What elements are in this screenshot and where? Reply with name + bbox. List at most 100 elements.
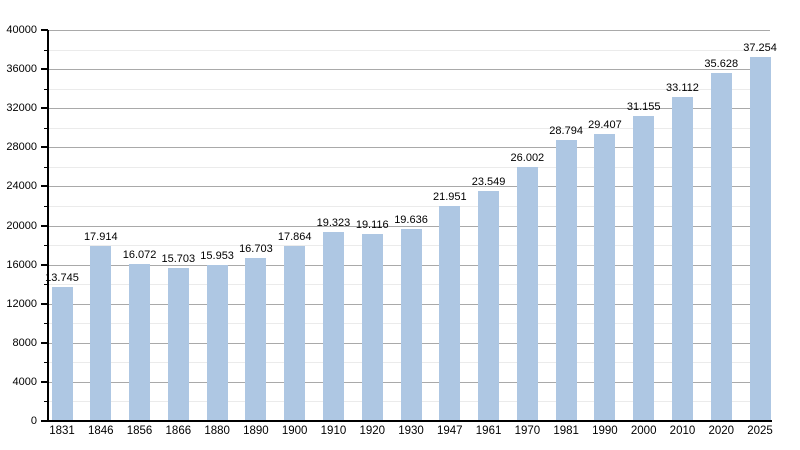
bar-1990 xyxy=(594,133,616,421)
x-axis-tick-label: 1970 xyxy=(514,425,541,437)
gridline-major xyxy=(48,186,770,188)
bar-1947 xyxy=(439,206,461,421)
y-axis-minor-tick xyxy=(44,323,48,325)
y-axis-major-tick xyxy=(41,341,48,344)
y-axis-tick-label: 0 xyxy=(30,415,37,427)
y-axis-minor-tick xyxy=(44,88,48,90)
gridline-major xyxy=(48,30,770,31)
x-axis-tick-label: 1930 xyxy=(398,425,424,437)
x-axis-tick-label: 1961 xyxy=(475,425,502,437)
y-axis-major-tick xyxy=(41,185,48,188)
bar-value-label: 17.864 xyxy=(277,231,312,244)
bar-value-label: 16.072 xyxy=(122,248,157,261)
x-axis-tick-label: 1900 xyxy=(281,425,308,437)
bar-2010 xyxy=(671,97,693,421)
bar-value-label: 13.745 xyxy=(45,271,79,284)
bar-value-label: 29.407 xyxy=(588,118,622,131)
bar-1880 xyxy=(206,265,228,421)
y-axis-tick-label: 8000 xyxy=(12,336,37,349)
bar-value-label: 17.914 xyxy=(83,230,118,243)
x-axis-tick-label: 1947 xyxy=(437,425,463,437)
bar-value-label: 35.628 xyxy=(704,57,739,70)
y-axis-major-tick xyxy=(41,302,48,305)
y-axis-tick-label: 16000 xyxy=(6,258,37,271)
x-axis-tick-label: 1846 xyxy=(87,425,114,437)
bar-value-label: 15.953 xyxy=(200,250,234,263)
x-axis-tick-label: 1981 xyxy=(553,425,579,437)
gridline-major xyxy=(48,69,770,71)
bar-1981 xyxy=(555,139,577,421)
bar-1856 xyxy=(129,263,151,421)
y-axis-major-tick xyxy=(41,380,48,383)
bar-value-label: 19.116 xyxy=(355,219,389,232)
gridline-minor xyxy=(48,49,770,51)
bar-1900 xyxy=(284,246,306,421)
bar-1930 xyxy=(400,229,422,421)
x-axis-tick-label: 1880 xyxy=(204,425,230,437)
bar-value-label: 37.254 xyxy=(743,41,777,54)
bar-value-label: 31.155 xyxy=(626,101,661,114)
gridline-minor xyxy=(48,88,770,90)
gridline-major xyxy=(48,147,770,149)
y-axis-major-tick xyxy=(41,29,48,31)
y-axis-minor-tick xyxy=(44,284,48,286)
x-axis-tick-label: 1920 xyxy=(359,425,386,437)
y-axis-minor-tick xyxy=(44,245,48,247)
y-axis-tick-label: 32000 xyxy=(6,102,37,115)
x-axis-line xyxy=(47,420,772,422)
bar-value-label: 19.323 xyxy=(316,217,351,230)
y-axis-tick-label: 28000 xyxy=(6,141,37,154)
bar-1961 xyxy=(478,190,500,421)
bar-2020 xyxy=(710,72,732,421)
y-axis-minor-tick xyxy=(44,205,48,207)
x-axis-tick-label: 1890 xyxy=(243,425,269,437)
y-axis-minor-tick xyxy=(44,49,48,51)
bar-1831 xyxy=(51,286,73,421)
y-axis-minor-tick xyxy=(44,127,48,129)
bar-1910 xyxy=(322,232,344,421)
bar-value-label: 21.951 xyxy=(432,191,467,204)
gridline-minor xyxy=(48,127,770,129)
y-axis-major-tick xyxy=(41,420,48,422)
y-axis-line xyxy=(47,30,49,422)
bar-value-label: 16.703 xyxy=(239,242,273,255)
y-axis-major-tick xyxy=(41,224,48,227)
x-axis-tick-label: 1990 xyxy=(592,425,618,437)
bar-1846 xyxy=(90,245,112,421)
x-axis-tick-label: 2010 xyxy=(669,425,696,437)
bar-value-label: 28.794 xyxy=(549,124,583,137)
bar-value-label: 33.112 xyxy=(666,82,699,95)
gridline-major xyxy=(48,108,770,110)
y-axis-tick-label: 12000 xyxy=(6,297,37,310)
y-axis-major-tick xyxy=(41,107,48,110)
gridline-minor xyxy=(48,205,770,207)
y-axis-tick-label: 36000 xyxy=(6,63,37,76)
bar-value-label: 15.703 xyxy=(161,252,196,265)
bar-1970 xyxy=(516,166,538,421)
bar-2025 xyxy=(749,56,771,421)
bar-value-label: 19.636 xyxy=(394,214,428,227)
bar-value-label: 26.002 xyxy=(510,151,545,164)
y-axis-tick-label: 40000 xyxy=(6,24,37,36)
y-axis-major-tick xyxy=(41,68,48,71)
y-axis-major-tick xyxy=(41,146,48,149)
y-axis-major-tick xyxy=(41,263,48,266)
x-axis-tick-label: 1831 xyxy=(49,425,75,437)
y-axis-tick-label: 4000 xyxy=(12,375,37,388)
y-axis-minor-tick xyxy=(44,362,48,364)
bar-1890 xyxy=(245,257,267,421)
bar-value-label: 23.549 xyxy=(471,175,506,188)
x-axis-tick-label: 2025 xyxy=(747,425,773,437)
y-axis-minor-tick xyxy=(44,166,48,168)
y-axis-tick-label: 24000 xyxy=(6,180,37,193)
bar-1866 xyxy=(167,267,189,421)
x-axis-tick-label: 1910 xyxy=(320,425,347,437)
y-axis-tick-label: 20000 xyxy=(6,219,37,232)
x-axis-tick-label: 1866 xyxy=(165,425,192,437)
x-axis-tick-label: 1856 xyxy=(126,425,153,437)
bar-2000 xyxy=(633,116,655,421)
x-axis-tick-label: 2000 xyxy=(630,425,657,437)
gridline-minor xyxy=(48,166,770,168)
bar-1920 xyxy=(361,234,383,421)
